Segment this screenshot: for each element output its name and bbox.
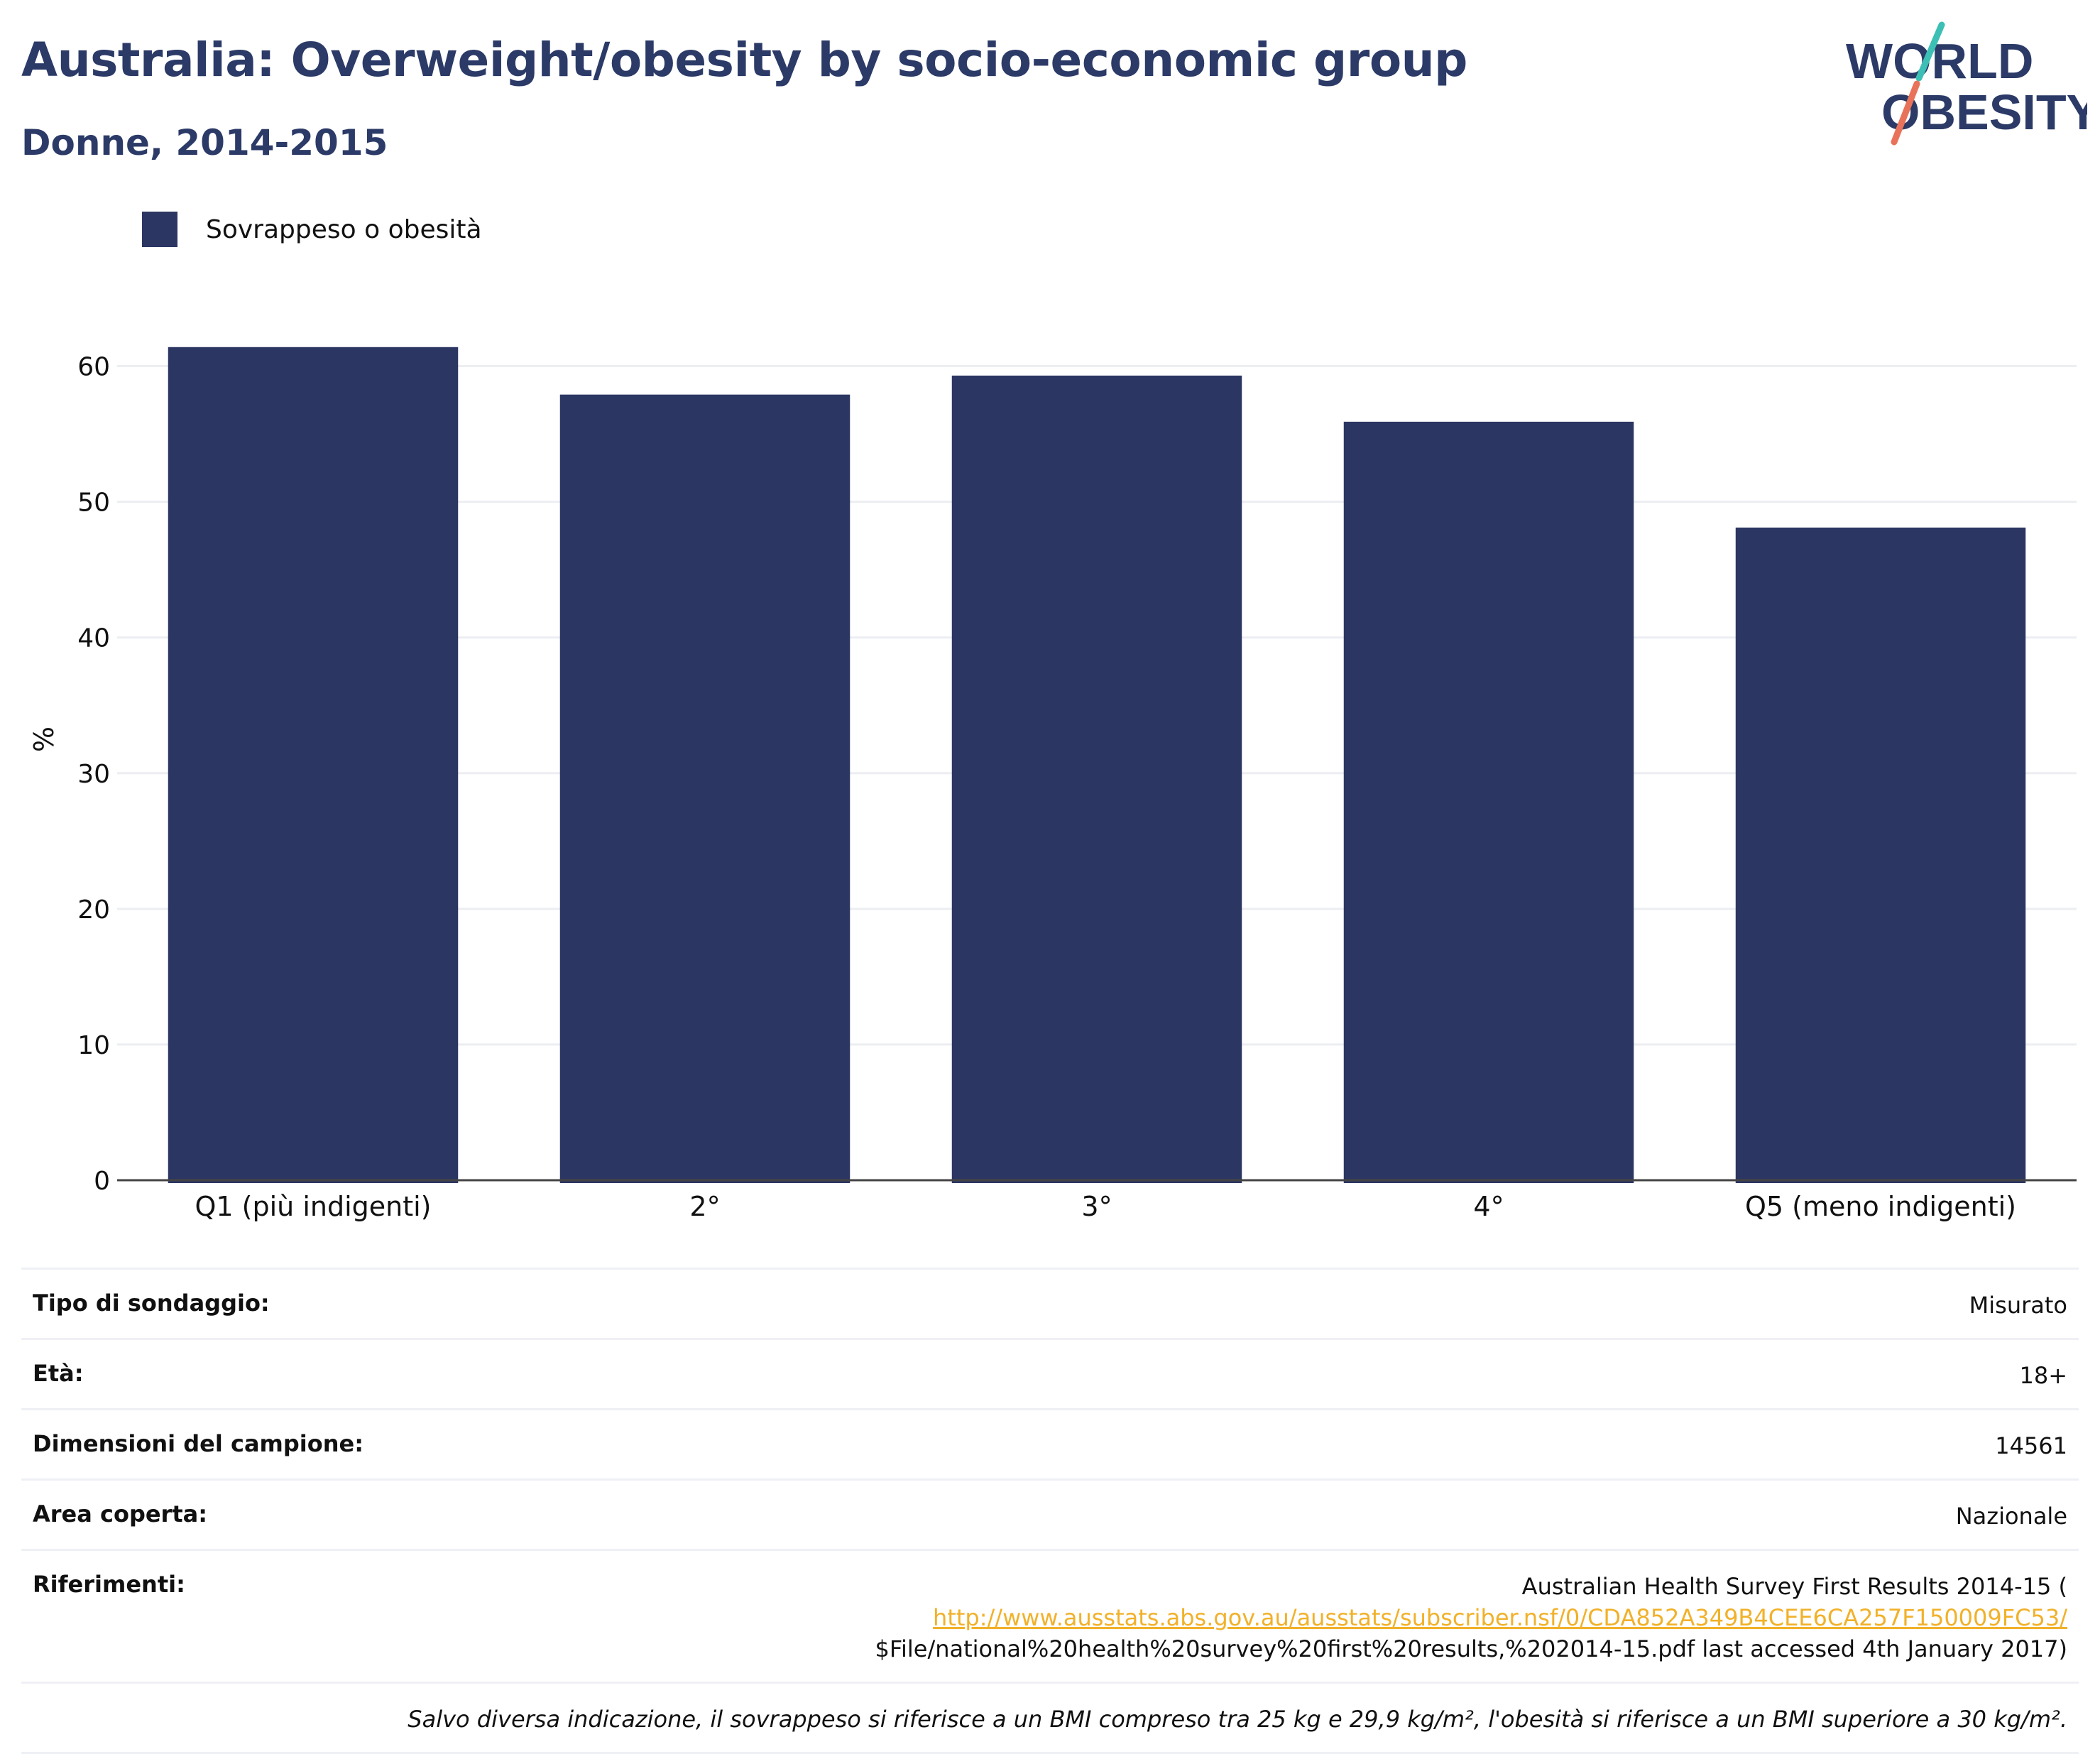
info-row-footnote: Salvo diversa indicazione, il sovrappeso… (21, 1682, 2079, 1754)
sample-size-value: 14561 (1995, 1432, 2067, 1459)
bar (1343, 421, 1634, 1183)
references-file: $File/national%20health%20survey%20first… (875, 1635, 2067, 1662)
chart-title: Australia: Overweight/obesity by socio-e… (21, 33, 1467, 87)
references-label: Riferimenti: (33, 1571, 185, 1598)
y-tick-label: 60 (77, 353, 110, 382)
references-citation: Australian Health Survey First Results 2… (1521, 1573, 2067, 1600)
y-tick-label: 30 (77, 760, 110, 789)
references-value: Australian Health Survey First Results 2… (875, 1571, 2067, 1665)
info-row-area: Area coperta: Nazionale (21, 1478, 2079, 1549)
world-obesity-logo: WORLD OBESITY (1846, 21, 2087, 146)
survey-info-table: Tipo di sondaggio: Misurato Età: 18+ Dim… (21, 1268, 2079, 1754)
y-axis-label: % (28, 726, 60, 752)
bar-chart: 0 10 20 30 40 50 60% Q1 (più indigenti) 2° 3° 4° Q5… (28, 347, 2077, 1221)
area-label: Area coperta: (33, 1500, 208, 1527)
x-tick-label: 4° (1473, 1191, 1504, 1221)
age-value: 18+ (2019, 1362, 2067, 1389)
x-tick-label: 2° (689, 1191, 720, 1221)
bar (1735, 527, 2026, 1183)
y-tick-label: 50 (77, 489, 110, 518)
logo-slash-teal (1915, 21, 1945, 82)
logo-word-world: WORLD (1846, 33, 2033, 89)
references-link[interactable]: http://www.ausstats.abs.gov.au/ausstats/… (933, 1604, 2067, 1631)
y-tick-label: 40 (77, 624, 110, 653)
info-row-survey-type: Tipo di sondaggio: Misurato (21, 1268, 2079, 1338)
bar (559, 394, 851, 1184)
survey-type-label: Tipo di sondaggio: (33, 1290, 270, 1317)
chart-subtitle: Donne, 2014-2015 (21, 122, 388, 163)
bar (951, 375, 1242, 1183)
sample-size-label: Dimensioni del campione: (33, 1430, 364, 1457)
info-row-references: Riferimenti: Australian Health Survey Fi… (21, 1549, 2079, 1682)
y-tick-label: 20 (77, 895, 110, 925)
bar (168, 347, 459, 1183)
x-tick-label: 3° (1081, 1191, 1112, 1221)
x-tick-label: Q1 (più indigenti) (195, 1191, 431, 1221)
y-tick-label: 0 (94, 1167, 110, 1196)
info-row-sample-size: Dimensioni del campione: 14561 (21, 1408, 2079, 1478)
info-row-age: Età: 18+ (21, 1338, 2079, 1408)
y-tick-label: 10 (77, 1031, 110, 1060)
legend-label: Sovrappeso o obesità (206, 214, 482, 244)
survey-type-value: Misurato (1969, 1292, 2067, 1319)
area-value: Nazionale (1955, 1503, 2067, 1530)
chart-legend: Sovrappeso o obesità (142, 212, 482, 247)
bmi-footnote: Salvo diversa indicazione, il sovrappeso… (408, 1706, 2067, 1733)
logo-slash-coral (1891, 80, 1920, 146)
x-tick-label: Q5 (meno indigenti) (1745, 1191, 2016, 1221)
age-label: Età: (33, 1360, 84, 1387)
legend-swatch (142, 212, 177, 247)
